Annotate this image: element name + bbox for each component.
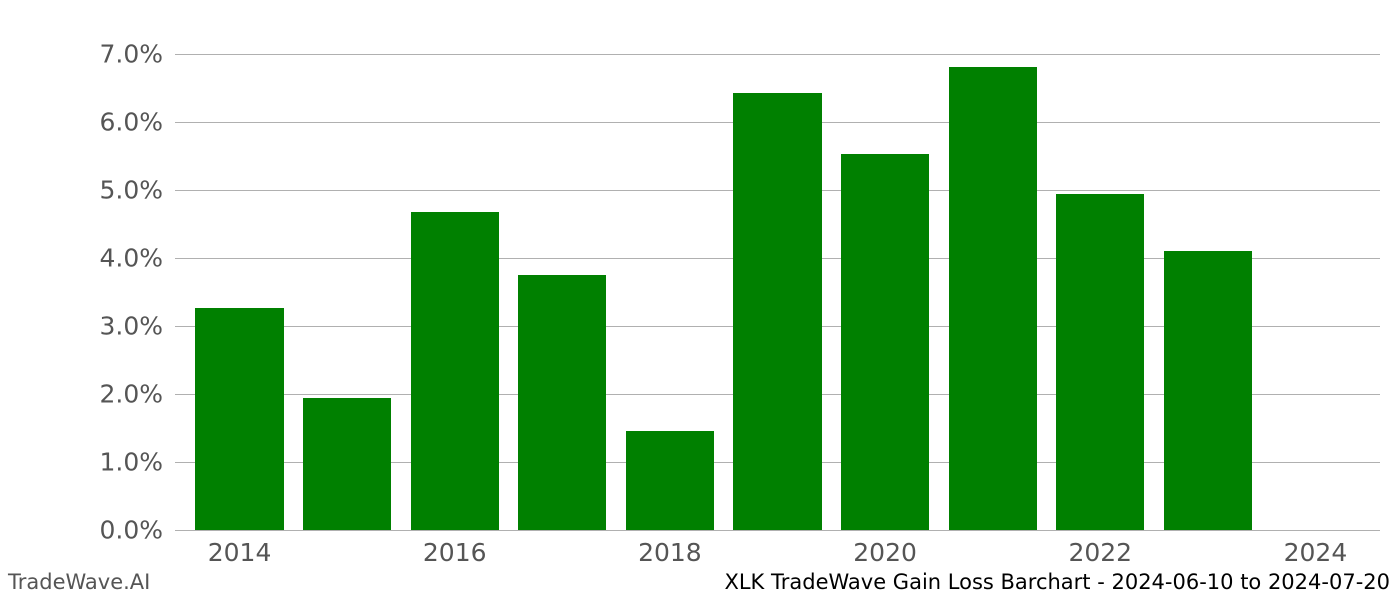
- chart-canvas: 0.0% 1.0% 2.0% 3.0% 4.0% 5.0% 6.0% 7.0% 2014 201…: [0, 0, 1400, 600]
- bar: [841, 154, 929, 530]
- x-tick-label: 2014: [208, 538, 272, 567]
- plot-area: [175, 40, 1380, 530]
- bar: [733, 93, 821, 530]
- bar: [949, 67, 1037, 530]
- caption-right: XLK TradeWave Gain Loss Barchart - 2024-…: [724, 570, 1390, 594]
- y-tick-label: 2.0%: [99, 379, 163, 408]
- y-tick-label: 7.0%: [99, 39, 163, 68]
- bar: [518, 275, 606, 530]
- x-tick-label: 2022: [1068, 538, 1132, 567]
- x-tick-label: 2016: [423, 538, 487, 567]
- bar: [303, 398, 391, 530]
- x-tick-label: 2024: [1284, 538, 1348, 567]
- y-tick-label: 1.0%: [99, 447, 163, 476]
- y-tick-label: 6.0%: [99, 107, 163, 136]
- bar: [626, 431, 714, 530]
- bar: [1056, 194, 1144, 530]
- x-tick-label: 2018: [638, 538, 702, 567]
- y-tick-label: 5.0%: [99, 175, 163, 204]
- bar: [411, 212, 499, 531]
- y-tick-label: 4.0%: [99, 243, 163, 272]
- bar: [1164, 251, 1252, 530]
- watermark-left: TradeWave.AI: [8, 570, 150, 594]
- bar: [195, 308, 283, 530]
- gridline: [175, 530, 1380, 531]
- gridline: [175, 54, 1380, 55]
- y-tick-label: 0.0%: [99, 516, 163, 545]
- x-tick-label: 2020: [853, 538, 917, 567]
- y-tick-label: 3.0%: [99, 311, 163, 340]
